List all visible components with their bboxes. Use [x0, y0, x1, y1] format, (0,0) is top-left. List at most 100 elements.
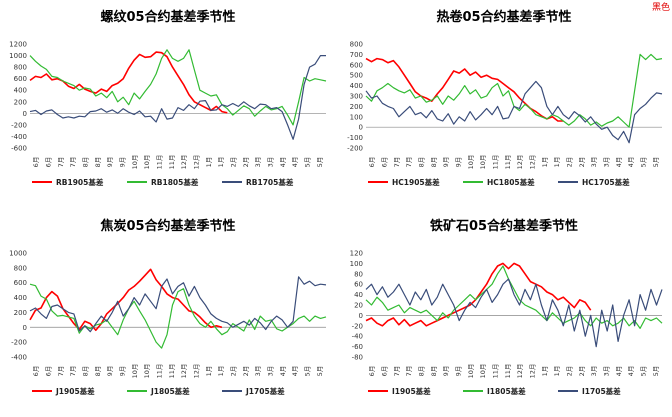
x-tick-label: 5月	[316, 366, 324, 377]
x-tick-label: 4月	[279, 157, 287, 168]
chart-panel-coke: 焦炭05合约基差季节性 -400 -200 0 200 400 600 800 1000 6月 6…	[0, 209, 336, 417]
y-tick-label: 40	[354, 291, 363, 299]
y-tick-label: -600	[11, 145, 27, 153]
x-tick-label: 8月	[82, 366, 90, 377]
y-tick-label: 200	[14, 98, 27, 106]
y-tick-label: 0	[359, 124, 363, 132]
x-tick-label: 5月	[652, 157, 660, 168]
y-tick-label: 200	[14, 309, 27, 317]
x-tick-label: 8月	[418, 157, 426, 168]
x-tick-label: 12月	[516, 155, 524, 170]
y-tick-label: 200	[350, 103, 363, 111]
y-tick-label: 800	[350, 41, 363, 49]
series-line-I1805基差	[365, 265, 663, 329]
series-line-RB1805基差	[29, 49, 327, 126]
chart-svg: -600 -400 -200 0 200 400 600 800 1000 1200 6月 6月 7月 7…	[9, 41, 327, 187]
x-tick-label: 4月	[627, 366, 635, 377]
y-tick-label: -80	[352, 354, 363, 362]
x-tick-label: 1月	[205, 157, 213, 168]
x-tick-label: 5月	[316, 157, 324, 168]
y-tick-label: -200	[11, 339, 27, 347]
chart-svg: -200 -100 0 100 200 300 400 500 600 700 800 6月 6月 7月 7…	[347, 41, 663, 187]
x-tick-label: 7月	[57, 157, 65, 168]
x-tick-label: 5月	[640, 366, 648, 377]
legend-label: RB1905基差	[56, 177, 104, 187]
y-tick-label: -20	[352, 322, 363, 330]
x-tick-label: 9月	[442, 157, 450, 168]
x-tick-label: 4月	[279, 366, 287, 377]
x-tick-label: 12月	[180, 155, 188, 170]
x-tick-label: 9月	[455, 366, 463, 377]
y-tick-label: 600	[14, 279, 27, 287]
x-tick-label: 11月	[504, 364, 512, 379]
x-tick-label: 6月	[381, 157, 389, 168]
x-tick-label: 6月	[45, 366, 53, 377]
x-tick-label: 8月	[94, 157, 102, 168]
x-tick-label: 11月	[168, 155, 176, 170]
x-tick-label: 12月	[529, 364, 537, 379]
x-tick-label: 7月	[393, 366, 401, 377]
x-tick-label: 10月	[143, 364, 151, 379]
legend-label: RB1805基差	[151, 177, 199, 187]
x-tick-label: 6月	[368, 366, 376, 377]
x-tick-label: 10月	[131, 364, 139, 379]
x-tick-label: 4月	[615, 366, 623, 377]
y-tick-label: 700	[350, 51, 363, 59]
x-tick-label: 7月	[405, 157, 413, 168]
x-tick-label: 7月	[69, 366, 77, 377]
x-tick-label: 2月	[242, 366, 250, 377]
y-tick-label: 400	[14, 87, 27, 95]
x-tick-label: 8月	[430, 366, 438, 377]
x-tick-label: 2月	[566, 366, 574, 377]
chart-title: 焦炭05合约基差季节性	[100, 219, 236, 234]
legend-label: I1705基差	[582, 386, 621, 396]
x-tick-label: 10月	[479, 155, 487, 170]
chart-title: 铁矿石05合约基差季节性	[429, 219, 579, 234]
y-tick-label: 800	[14, 64, 27, 72]
y-tick-label: 120	[350, 250, 363, 258]
x-tick-label: 11月	[156, 364, 164, 379]
x-tick-label: 7月	[393, 157, 401, 168]
y-tick-label: 0	[23, 110, 27, 118]
legend-label: HC1705基差	[582, 177, 630, 187]
x-tick-label: 3月	[254, 366, 262, 377]
x-tick-label: 3月	[603, 366, 611, 377]
y-tick-label: 600	[350, 61, 363, 69]
x-tick-label: 10月	[467, 364, 475, 379]
x-tick-label: 1月	[541, 157, 549, 168]
legend-label: I1805基差	[487, 386, 526, 396]
chart-svg: -80 -60 -40 -20 0 20 40 60 80 100 120 6月 6月 7月 7月 8月 8月 9…	[350, 250, 663, 396]
series-line-J1805基差	[29, 283, 327, 349]
chart-panel-rebar: 螺纹05合约基差季节性 -600 -400 -200 0 200 400 600 800 100…	[0, 0, 336, 208]
chart-title: 螺纹05合约基差季节性	[100, 10, 236, 25]
series-line-I1905基差	[365, 262, 592, 327]
chart-panel-iron-ore: 铁矿石05合约基差季节性 -80 -60 -40 -20 0 20 40 60 80 100 120…	[336, 209, 672, 417]
x-tick-label: 12月	[529, 155, 537, 170]
y-tick-label: 1200	[9, 41, 27, 49]
chart-panel-hot-coil: 热卷05合约基差季节性 黑色 -200 -100 0 100 200 300 400 500 6…	[336, 0, 672, 208]
y-tick-label: 20	[354, 302, 363, 310]
x-tick-label: 7月	[69, 157, 77, 168]
x-tick-label: 12月	[193, 364, 201, 379]
chart-svg: -400 -200 0 200 400 600 800 1000 6月 6月 7月 7月 8月 8月 9月 9…	[9, 250, 327, 396]
x-tick-label: 9月	[119, 157, 127, 168]
x-tick-label: 5月	[652, 366, 660, 377]
x-tick-label: 8月	[82, 157, 90, 168]
chart-title: 热卷05合约基差季节性	[436, 10, 572, 25]
y-tick-label: -60	[352, 343, 363, 351]
y-tick-label: 1000	[9, 52, 27, 60]
x-tick-label: 8月	[94, 366, 102, 377]
x-tick-label: 2月	[566, 157, 574, 168]
x-tick-label: 9月	[442, 366, 450, 377]
x-tick-label: 2月	[230, 157, 238, 168]
x-tick-label: 3月	[590, 366, 598, 377]
x-tick-label: 1月	[553, 157, 561, 168]
x-tick-label: 1月	[217, 366, 225, 377]
legend-label: HC1905基差	[392, 177, 440, 187]
x-tick-label: 3月	[590, 157, 598, 168]
series-line-HC1705基差	[365, 80, 663, 144]
y-tick-label: -40	[352, 333, 363, 341]
x-tick-label: 3月	[254, 157, 262, 168]
y-tick-label: -100	[347, 134, 363, 142]
y-tick-label: 400	[350, 82, 363, 90]
